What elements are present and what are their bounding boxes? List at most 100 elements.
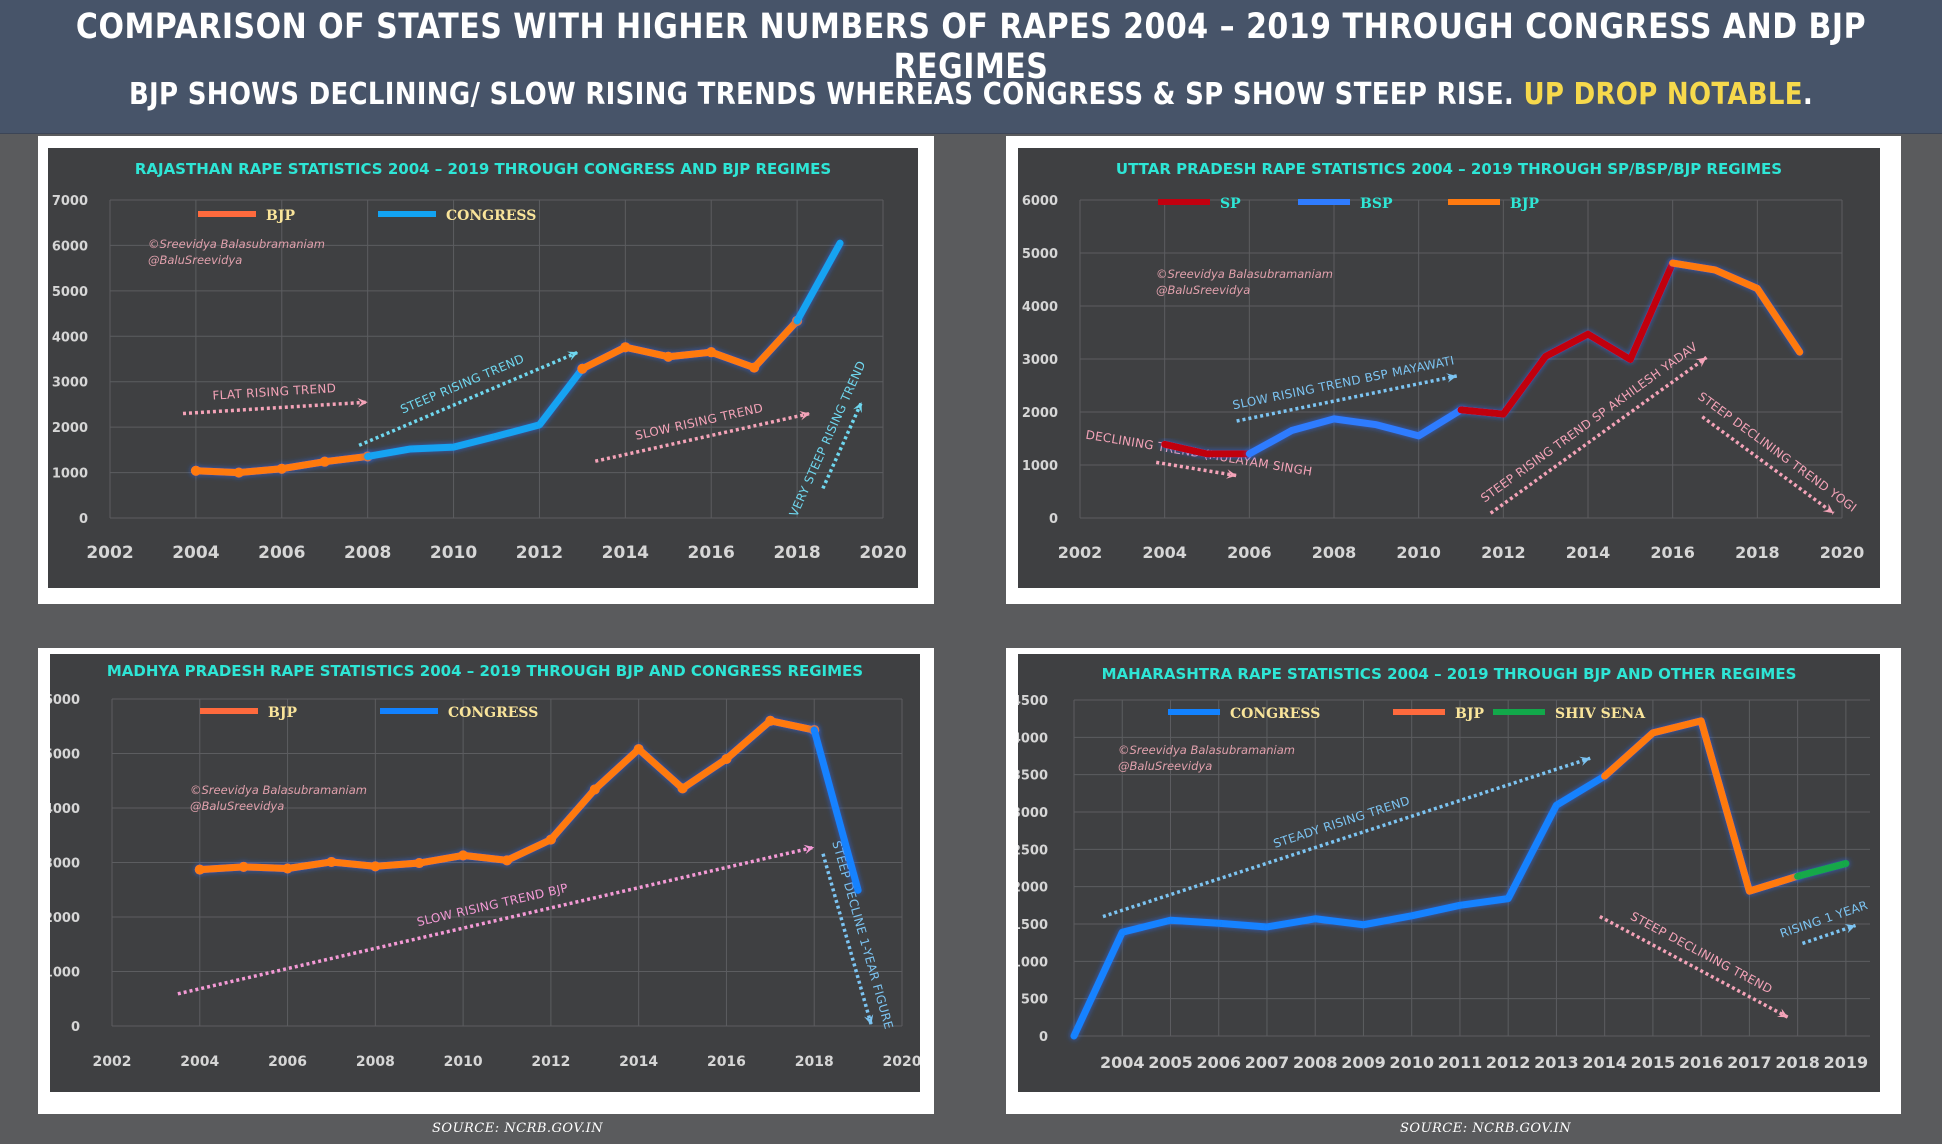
panel-rajasthan: RAJASTHAN RAPE STATISTICS 2004 – 2019 TH… (38, 136, 934, 604)
y-tick-label: 3500 (1018, 769, 1048, 784)
y-tick-label: 6000 (50, 693, 80, 708)
data-point (706, 347, 717, 358)
subtitle-end: . (1802, 77, 1814, 113)
data-point (1649, 729, 1656, 736)
data-point (364, 453, 371, 460)
x-tick-label: 2008 (1312, 543, 1357, 562)
data-point (1071, 1033, 1077, 1039)
series-line (1457, 259, 1677, 418)
y-tick-label: 4000 (52, 330, 88, 345)
series-line (1070, 772, 1609, 1040)
data-point (811, 727, 818, 734)
chart-title: MAHARASHTRA RAPE STATISTICS 2004 – 2019 … (1102, 665, 1797, 683)
source-left: SOURCE: NCRB.GOV.IN (432, 1121, 604, 1136)
legend-item-congress: CONGRESS (380, 705, 538, 721)
y-tick-label: 3000 (52, 376, 88, 391)
chart-madhya-pradesh: MADHYA PRADESH RAPE STATISTICS 2004 – 20… (50, 654, 920, 1092)
trend-arrow-line (182, 400, 368, 416)
x-tick-label: 2004 (1142, 543, 1187, 562)
trend-arrow-line (1155, 460, 1237, 478)
data-point (1288, 427, 1295, 434)
series-line (578, 317, 801, 373)
legend-label: BJP (1510, 196, 1539, 212)
series-congress (364, 365, 586, 460)
x-tick-label: 2015 (1631, 1053, 1676, 1072)
data-point (326, 856, 337, 867)
watermark-text: ©Sreevidya Balasubramaniam (148, 237, 325, 251)
x-tick-label: 2014 (619, 1054, 658, 1070)
data-point (855, 887, 862, 894)
series-congress (1070, 772, 1609, 1040)
chart-background (48, 148, 918, 588)
y-tick-label: 6000 (1022, 194, 1058, 209)
data-point (319, 456, 330, 467)
trend-arrow-line (1489, 355, 1708, 515)
x-tick-label: 2002 (1058, 543, 1103, 562)
data-point (1167, 917, 1174, 924)
legend-label: SHIV SENA (1555, 706, 1646, 722)
x-tick-label: 2008 (344, 543, 391, 563)
y-tick-label: 5000 (1022, 247, 1058, 262)
y-tick-label: 3000 (1022, 353, 1058, 368)
series-bjp (1669, 259, 1804, 356)
y-tick-label: 2000 (1022, 406, 1058, 421)
chart-background (1018, 654, 1880, 1092)
data-point (190, 465, 201, 476)
legend-label: SP (1220, 196, 1241, 212)
x-tick-label: 2018 (795, 1054, 834, 1070)
data-point (536, 421, 543, 428)
data-point (677, 783, 688, 794)
x-tick-label: 2014 (602, 543, 649, 563)
data-point (502, 855, 512, 866)
x-tick-label: 2012 (1486, 1053, 1531, 1072)
data-point (1458, 406, 1464, 413)
series-line (810, 726, 862, 894)
x-tick-label: 2011 (1438, 1053, 1483, 1072)
legend-item-bjp: BJP (1393, 706, 1484, 722)
x-tick-label: 2012 (531, 1054, 570, 1070)
data-point (1204, 450, 1210, 457)
watermark-text: ©Sreevidya Balasubramaniam (1118, 743, 1295, 757)
panel-maharashtra: MAHARASHTRA RAPE STATISTICS 2004 – 2019 … (1006, 648, 1901, 1114)
series-bjp (190, 451, 373, 478)
series-line (364, 365, 586, 460)
x-tick-label: 2010 (444, 1054, 483, 1070)
series-congress (793, 239, 844, 325)
data-point (765, 715, 776, 726)
trend-arrow-head (1695, 357, 1707, 368)
x-tick-label: 2018 (773, 543, 820, 563)
y-tick-label: 2000 (50, 911, 80, 926)
data-point (282, 863, 293, 874)
data-point (633, 744, 644, 755)
data-point (1553, 802, 1560, 809)
trend-arrow-head (1844, 924, 1856, 934)
data-point (1415, 432, 1422, 439)
y-tick-label: 0 (1039, 1030, 1048, 1045)
data-point (1585, 331, 1591, 338)
chart-maharashtra: MAHARASHTRA RAPE STATISTICS 2004 – 2019 … (1018, 654, 1880, 1092)
x-tick-label: 2012 (516, 543, 563, 563)
chart-background (1018, 148, 1880, 588)
trend-arrow-head (799, 410, 810, 421)
watermark-text: @BaluSreevidya (148, 253, 242, 267)
chart-uttar-pradesh: UTTAR PRADESH RAPE STATISTICS 2004 – 201… (1018, 148, 1880, 588)
data-point (1505, 895, 1512, 902)
data-point (1246, 450, 1253, 457)
legend-label: BJP (268, 705, 297, 721)
y-tick-label: 7000 (52, 194, 88, 209)
trend-arrow-head (1822, 503, 1834, 514)
x-tick-label: 2017 (1727, 1053, 1772, 1072)
x-tick-label: 2020 (1820, 543, 1865, 562)
legend-item-bjp: BJP (1448, 196, 1539, 212)
y-tick-label: 3000 (50, 857, 80, 872)
data-point (1794, 873, 1801, 880)
data-point (450, 444, 457, 451)
y-tick-label: 1000 (52, 467, 88, 482)
series-line (1245, 406, 1465, 458)
y-tick-label: 4000 (1022, 300, 1058, 315)
data-point (663, 351, 674, 362)
series-shiv-sena (1794, 860, 1850, 880)
trend-arrow-head (853, 402, 862, 414)
y-tick-label: 4000 (1018, 731, 1048, 746)
subtitle-main: BJP SHOWS DECLINING/ SLOW RISING TRENDS … (128, 77, 1524, 113)
